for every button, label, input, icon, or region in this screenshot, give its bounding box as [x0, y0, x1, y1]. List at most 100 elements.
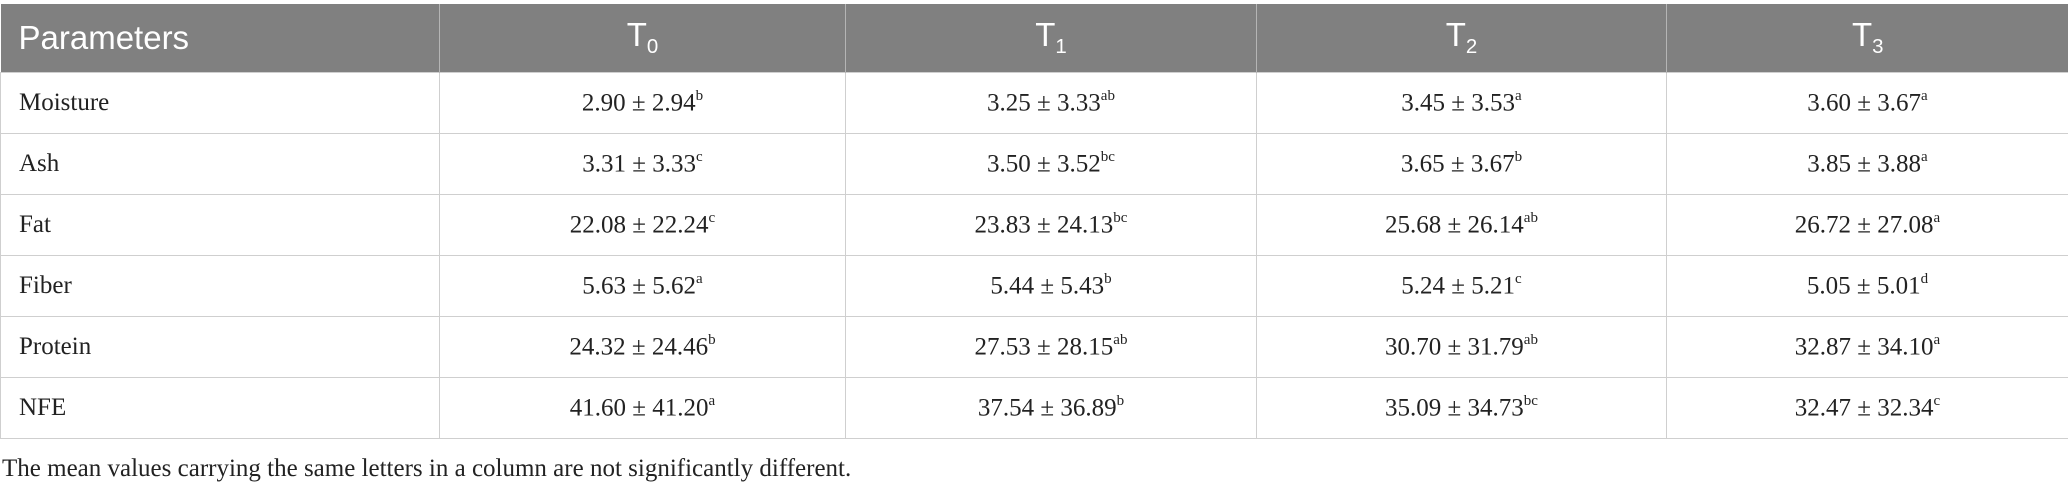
significance-letter: b: [1514, 149, 1523, 166]
value-cell: 37.54 ± 36.89b: [845, 377, 1257, 439]
significance-letter: b: [1104, 271, 1112, 288]
significance-letter: c: [708, 210, 716, 227]
value-text: 23.83 ± 24.13: [974, 211, 1114, 239]
value-text: 35.09 ± 34.73: [1385, 394, 1524, 422]
table-body: Moisture 2.90 ± 2.94b 3.25 ± 3.33ab 3.45 ± …: [0, 72, 2068, 439]
significance-letter: ab: [1113, 332, 1128, 349]
value-cell: 32.47 ± 32.34c: [1666, 377, 2068, 439]
value-text: 22.08 ± 22.24: [569, 211, 709, 239]
header-text: Parameters: [18, 19, 190, 56]
value-cell: 3.65 ± 3.67b: [1256, 133, 1667, 195]
significance-letter: a: [708, 393, 716, 410]
row-label: NFE: [19, 394, 67, 421]
value-text: 30.70 ± 31.79: [1385, 333, 1524, 361]
value-cell: 25.68 ± 26.14ab: [1256, 194, 1667, 256]
value-cell: 3.85 ± 3.88a: [1666, 133, 2068, 195]
value-text: 5.24 ± 5.21: [1401, 272, 1516, 300]
row-label: Protein: [19, 333, 92, 360]
value-cell: 5.05 ± 5.01d: [1666, 255, 2068, 317]
significance-letter: bc: [1523, 393, 1538, 410]
significance-letter: b: [708, 332, 716, 349]
header-cell: T2: [1256, 4, 1667, 73]
value-text: 32.47 ± 32.34: [1794, 394, 1934, 422]
significance-letter: ab: [1100, 88, 1115, 105]
table-row: Fat 22.08 ± 22.24c 23.83 ± 24.13bc 25.68 ± …: [0, 194, 2068, 256]
row-label: Fat: [19, 211, 51, 238]
value-cell: 5.63 ± 5.62a: [439, 255, 846, 317]
significance-letter: c: [696, 149, 703, 166]
value-cell: 35.09 ± 34.73bc: [1256, 377, 1667, 439]
row-label-cell: Moisture: [0, 72, 440, 134]
value-text: 25.68 ± 26.14: [1385, 211, 1524, 239]
value-cell: 3.60 ± 3.67a: [1666, 72, 2068, 134]
row-label-cell: Fiber: [0, 255, 440, 317]
header-cell: T3: [1666, 4, 2068, 73]
value-cell: 3.50 ± 3.52bc: [845, 133, 1257, 195]
table-row: NFE 41.60 ± 41.20a 37.54 ± 36.89b 35.09 ± 3…: [0, 377, 2068, 439]
header-cell: T0: [439, 4, 846, 73]
significance-letter: d: [1920, 271, 1929, 288]
value-cell: 32.87 ± 34.10a: [1666, 316, 2068, 378]
value-text: 3.60 ± 3.67: [1807, 89, 1922, 117]
value-cell: 24.32 ± 24.46b: [439, 316, 846, 378]
row-label-cell: NFE: [0, 377, 440, 439]
significance-letter: a: [1933, 332, 1941, 349]
significance-letter: bc: [1100, 149, 1115, 166]
table-row: Moisture 2.90 ± 2.94b 3.25 ± 3.33ab 3.45 ± …: [0, 72, 2068, 134]
significance-letter: c: [1933, 393, 1941, 410]
value-text: 37.54 ± 36.89: [977, 394, 1117, 422]
header-text: T: [1035, 16, 1056, 54]
value-text: 5.05 ± 5.01: [1806, 272, 1921, 300]
value-cell: 5.24 ± 5.21c: [1256, 255, 1667, 317]
value-text: 26.72 ± 27.08: [1794, 211, 1934, 239]
header-cell: T1: [845, 4, 1257, 73]
significance-letter: bc: [1113, 210, 1128, 227]
value-cell: 3.31 ± 3.33c: [439, 133, 846, 195]
value-text: 3.31 ± 3.33: [582, 150, 697, 178]
significance-letter: a: [1515, 88, 1522, 105]
header-cell: Parameters: [0, 4, 440, 73]
value-cell: 30.70 ± 31.79ab: [1256, 316, 1667, 378]
value-cell: 23.83 ± 24.13bc: [845, 194, 1257, 256]
value-text: 3.85 ± 3.88: [1807, 150, 1922, 178]
row-label-cell: Protein: [0, 316, 440, 378]
header-subscript: 2: [1465, 35, 1478, 59]
header-text: T: [626, 16, 647, 54]
table-row: Fiber 5.63 ± 5.62a 5.44 ± 5.43b 5.24 ± 5.21…: [0, 255, 2068, 317]
data-table: Parameters T0 T1 T2 T3 Moisture 2.90 ± 2.94b 3…: [0, 4, 2068, 439]
value-text: 5.63 ± 5.62: [582, 272, 697, 300]
significance-letter: a: [1933, 210, 1941, 227]
value-cell: 22.08 ± 22.24c: [439, 194, 846, 256]
header-subscript: 3: [1872, 35, 1884, 59]
value-text: 41.60 ± 41.20: [569, 394, 709, 422]
header-subscript: 1: [1055, 35, 1067, 59]
value-text: 32.87 ± 34.10: [1794, 333, 1934, 361]
row-label-cell: Ash: [0, 133, 440, 195]
table-row: Protein 24.32 ± 24.46b 27.53 ± 28.15ab 30.7…: [0, 316, 2068, 378]
significance-letter: b: [695, 88, 704, 105]
table-row: Ash 3.31 ± 3.33c 3.50 ± 3.52bc 3.65 ± 3.67b…: [0, 133, 2068, 195]
value-cell: 5.44 ± 5.43b: [845, 255, 1257, 317]
value-text: 3.45 ± 3.53: [1401, 89, 1516, 117]
value-cell: 27.53 ± 28.15ab: [845, 316, 1257, 378]
header-subscript: 0: [646, 35, 659, 59]
row-label-cell: Fat: [0, 194, 440, 256]
header-row: Parameters T0 T1 T2 T3: [0, 4, 2068, 73]
value-text: 3.25 ± 3.33: [987, 89, 1101, 117]
significance-letter: ab: [1523, 332, 1538, 349]
value-text: 27.53 ± 28.15: [974, 333, 1114, 361]
row-label: Moisture: [19, 89, 110, 116]
significance-letter: a: [696, 271, 703, 288]
value-cell: 2.90 ± 2.94b: [439, 72, 846, 134]
significance-letter: a: [1921, 88, 1928, 105]
value-text: 24.32 ± 24.46: [569, 333, 709, 361]
value-cell: 26.72 ± 27.08a: [1666, 194, 2068, 256]
value-text: 3.50 ± 3.52: [987, 150, 1101, 178]
value-text: 2.90 ± 2.94: [581, 89, 696, 117]
significance-letter: c: [1515, 271, 1522, 288]
significance-letter: a: [1921, 149, 1928, 166]
row-label: Fiber: [19, 272, 72, 299]
value-text: 3.65 ± 3.67: [1400, 150, 1515, 178]
footnote: The mean values carrying the same letter…: [2, 455, 852, 482]
